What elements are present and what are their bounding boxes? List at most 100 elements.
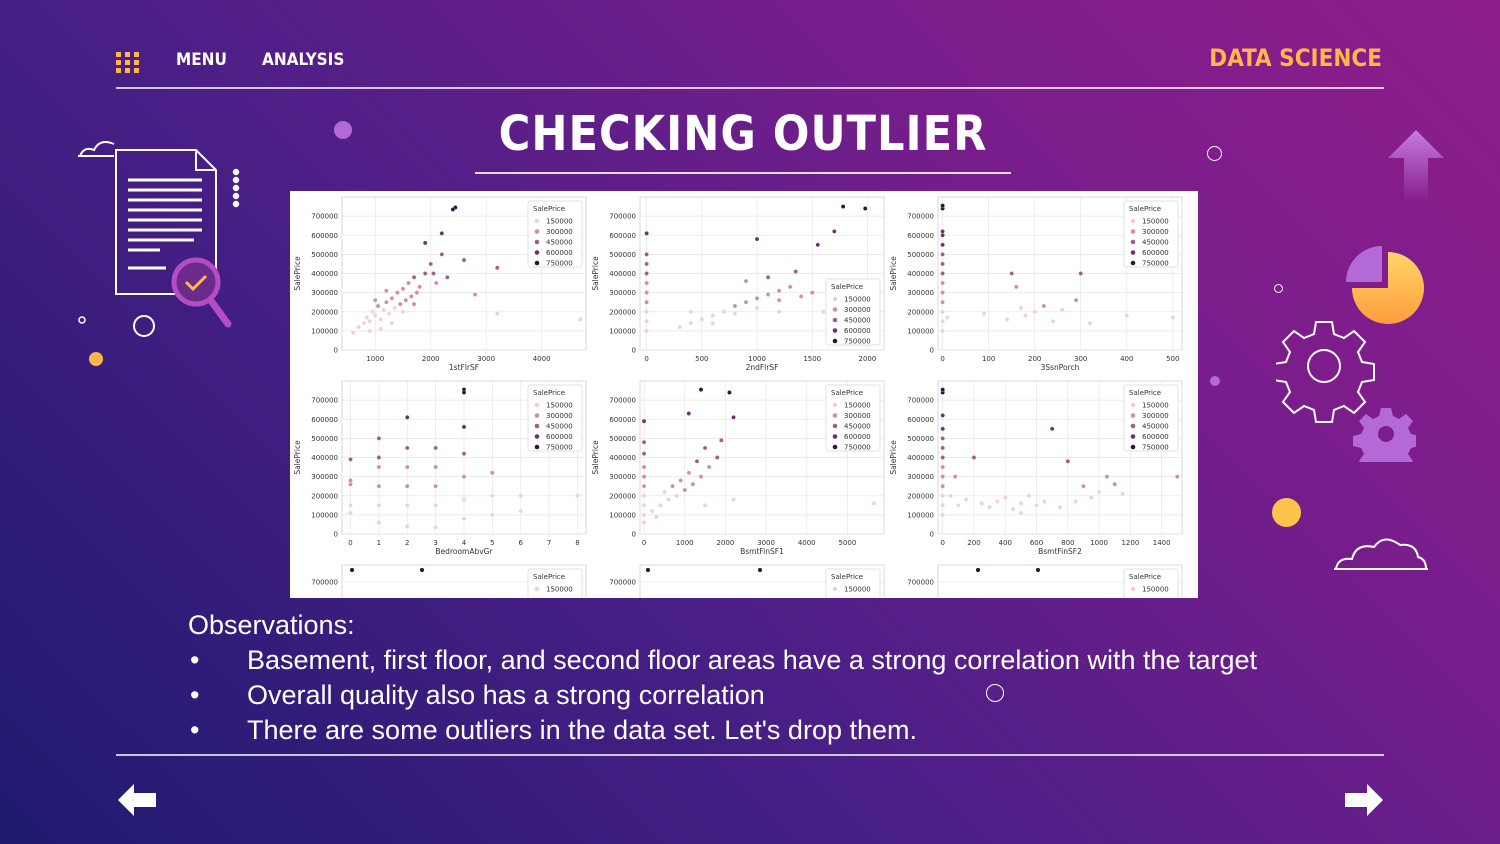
y-tick-label: 500000 bbox=[609, 435, 636, 443]
legend-entry: 300000 bbox=[1142, 228, 1169, 236]
data-point bbox=[405, 415, 410, 420]
legend-marker bbox=[1130, 444, 1136, 450]
legend: SalePrice 150000 bbox=[1123, 568, 1179, 598]
data-point bbox=[940, 271, 945, 276]
legend-entry: 750000 bbox=[546, 260, 573, 268]
decor-dot-purple bbox=[1210, 376, 1220, 386]
y-tick-label: 700000 bbox=[907, 579, 934, 587]
y-tick-label: 200000 bbox=[609, 492, 636, 500]
data-point bbox=[1049, 426, 1055, 432]
data-point bbox=[862, 206, 868, 211]
data-point bbox=[384, 288, 389, 293]
y-axis-label: SalePrice bbox=[889, 256, 898, 291]
data-point bbox=[397, 301, 403, 307]
data-point bbox=[386, 311, 392, 316]
data-point bbox=[644, 328, 649, 334]
y-tick-label: 700000 bbox=[311, 579, 338, 587]
data-point bbox=[690, 482, 696, 487]
legend-marker bbox=[832, 402, 838, 408]
y-tick-label: 700000 bbox=[907, 397, 934, 405]
data-point bbox=[940, 252, 945, 257]
x-axis-label: 1stFlrSF bbox=[449, 363, 479, 372]
data-point bbox=[682, 487, 687, 493]
y-tick-label: 400000 bbox=[609, 454, 636, 462]
nav-menu[interactable]: MENU bbox=[176, 50, 227, 70]
data-point bbox=[361, 320, 367, 326]
data-point bbox=[1042, 499, 1047, 504]
data-point bbox=[688, 320, 694, 326]
legend-box bbox=[1123, 568, 1179, 598]
y-tick-label: 700000 bbox=[609, 213, 636, 221]
data-point bbox=[798, 294, 804, 299]
data-point bbox=[658, 503, 663, 508]
y-tick-label: 0 bbox=[632, 347, 636, 355]
data-point bbox=[940, 233, 945, 238]
legend-entry: 600000 bbox=[546, 249, 573, 257]
data-point bbox=[987, 504, 992, 510]
observation-text: Overall quality also has a strong correl… bbox=[247, 680, 765, 710]
data-point bbox=[461, 257, 467, 263]
y-axis-label: SalePrice bbox=[591, 440, 600, 475]
arrow-right-icon[interactable] bbox=[1345, 784, 1383, 816]
data-point bbox=[1035, 567, 1041, 573]
nav-analysis[interactable]: ANALYSIS bbox=[262, 50, 345, 70]
x-tick-label: 7 bbox=[547, 539, 551, 547]
bullet: • bbox=[190, 645, 200, 675]
data-point bbox=[710, 320, 716, 326]
legend-entry: 600000 bbox=[844, 433, 871, 441]
data-point bbox=[1018, 510, 1024, 516]
data-point bbox=[832, 229, 837, 234]
data-point bbox=[1124, 313, 1130, 318]
arrow-left-icon[interactable] bbox=[118, 784, 156, 816]
data-point bbox=[405, 464, 410, 470]
data-point bbox=[518, 493, 523, 499]
data-point bbox=[367, 319, 372, 324]
data-point bbox=[776, 309, 782, 315]
legend-entry: 300000 bbox=[546, 228, 573, 236]
data-point bbox=[641, 483, 647, 489]
x-tick-label: 4000 bbox=[533, 355, 551, 363]
subplot-6: 0 100000 200000 300000 400000 500000 600000 700… bbox=[889, 380, 1183, 556]
data-point bbox=[1050, 319, 1056, 324]
data-point bbox=[940, 512, 945, 518]
data-point bbox=[971, 455, 977, 460]
x-axis-label: BedroomAbvGr bbox=[435, 547, 493, 556]
data-point bbox=[694, 459, 700, 464]
data-point bbox=[490, 512, 495, 518]
data-point bbox=[821, 309, 826, 315]
grid-menu-icon[interactable] bbox=[116, 52, 140, 74]
data-point bbox=[518, 508, 523, 514]
data-point bbox=[1032, 309, 1037, 315]
data-point bbox=[840, 204, 846, 209]
header-divider bbox=[116, 87, 1384, 89]
subplot-4: 0 100000 200000 300000 400000 500000 600000 700… bbox=[293, 380, 587, 556]
legend-marker bbox=[534, 434, 540, 439]
legend-marker bbox=[832, 296, 838, 302]
data-point bbox=[375, 303, 381, 309]
data-point bbox=[376, 520, 382, 525]
legend-marker bbox=[534, 229, 540, 234]
data-point bbox=[433, 483, 438, 489]
decor-ring bbox=[986, 684, 1004, 702]
legend-entry: 300000 bbox=[1142, 412, 1169, 420]
legend-marker bbox=[832, 338, 838, 344]
data-point bbox=[754, 236, 760, 242]
data-point bbox=[405, 524, 410, 529]
y-tick-label: 400000 bbox=[907, 270, 934, 278]
x-tick-label: 2000 bbox=[422, 355, 440, 363]
legend: SalePrice 150000 300000 450000 600000 750000 bbox=[1123, 200, 1179, 268]
x-tick-label: 3000 bbox=[757, 539, 775, 547]
y-tick-label: 700000 bbox=[311, 397, 338, 405]
x-tick-label: 0 bbox=[642, 539, 646, 547]
y-tick-label: 100000 bbox=[907, 511, 934, 519]
x-tick-label: 2000 bbox=[716, 539, 734, 547]
y-tick-label: 100000 bbox=[609, 511, 636, 519]
y-tick-label: 100000 bbox=[311, 511, 338, 519]
legend-entry: 300000 bbox=[844, 306, 871, 314]
data-point bbox=[727, 390, 732, 395]
data-point bbox=[439, 252, 445, 257]
legend-entry: 150000 bbox=[1142, 218, 1169, 226]
legend-marker bbox=[1130, 423, 1136, 429]
y-axis-label: SalePrice bbox=[293, 440, 302, 475]
y-tick-label: 400000 bbox=[609, 270, 636, 278]
